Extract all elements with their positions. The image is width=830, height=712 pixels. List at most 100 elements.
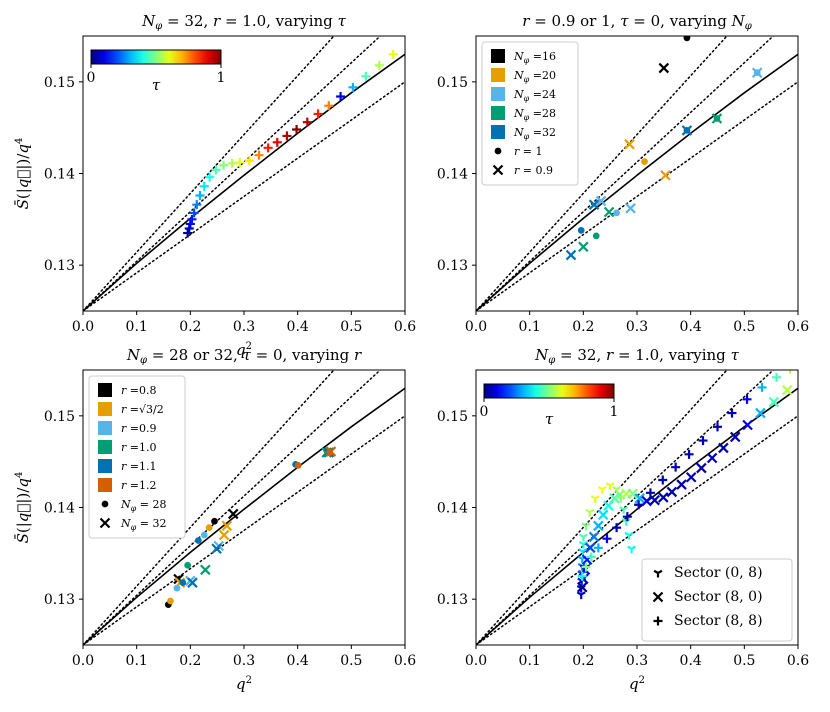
legend-label: r = 1 [514,145,542,158]
data-point [612,523,622,533]
x-tick-label: 0.3 [626,653,648,669]
legend-marker [98,440,112,454]
data-point [324,101,334,111]
text-span: Sector (8, 8) [674,613,763,629]
data-point [578,533,588,542]
data-point [757,382,767,392]
x-tick-label: 0.4 [680,653,702,669]
colorbar-max-label: 1 [610,404,619,420]
x-tick-label: 0.1 [126,653,148,669]
data-point [609,493,620,504]
x-tick-label: 0.0 [72,653,94,669]
text-span: Sector (8, 0) [674,589,763,605]
data-point [565,249,577,261]
reference-line-fit [83,387,405,645]
data-point [577,226,585,234]
data-point [578,241,589,253]
y-tick-label: 0.13 [437,258,468,274]
chart-panel-1: 0.0 0.1 0.2 0.3 0.4 0.5 0.6 0.13 0.14 0.15 Nφ = 32… [14,12,416,359]
chart-panel-3: 0.0 0.1 0.2 0.3 0.4 0.5 0.6 0.13 0.14 0.15 Nφ = 28… [14,346,416,693]
data-point [729,431,741,443]
text-span: r [213,12,221,30]
legend-label: r =1.2 [121,479,156,492]
text-span: =0.9 [126,422,156,435]
x-tick-label: 0.2 [179,319,201,335]
reference-line-lower [83,81,405,311]
data-point [597,485,607,494]
x-tick-label: 0.6 [787,653,809,669]
legend-marker [98,459,112,473]
text-span: N [513,69,524,82]
data-point [173,584,181,592]
data-point [755,407,766,419]
text-span: = 0, varying [251,346,354,364]
legend-marker [491,106,505,120]
data-point [218,529,230,541]
legend-label: Nφ = 32 [120,517,166,532]
legend-label: Sector (0, 8) [674,565,763,581]
text-span: = 0, varying [629,12,732,30]
legend-marker [492,164,504,176]
colorbar [90,49,222,65]
legend-label: r =0.9 [121,422,156,435]
text-span: q [14,478,32,488]
text-span: φ [155,21,162,32]
data-point [698,436,708,446]
data-point [625,203,636,214]
data-point [588,531,600,543]
data-point [781,384,793,396]
data-point [388,49,398,59]
data-point [195,537,202,544]
y-tick-label: 0.14 [44,167,75,183]
plot-area [476,36,798,311]
text-span: τ [243,346,252,364]
reference-line-lower [476,415,798,645]
text-span: τ [338,12,347,30]
text-span: |)/ [14,153,32,170]
data-point [593,520,604,532]
text-span: N [120,498,131,511]
data-point [179,579,187,587]
data-point [211,543,222,555]
legend-marker [491,68,505,82]
x-axis-label: q2 [236,341,252,359]
data-point [272,137,282,147]
data-point [671,462,681,472]
legend-label: r =1.0 [121,441,156,454]
data-point [634,500,644,510]
text-span: r [121,460,127,473]
text-span: =1.0 [126,441,156,454]
data-point [586,552,596,562]
data-point [219,160,229,170]
text-span: q [14,144,32,154]
x-tick-label: 0.1 [126,319,148,335]
x-axis-label: q2 [629,675,645,693]
data-point [221,520,233,532]
text-span: τ [731,346,740,364]
text-span: τ [620,12,629,30]
legend-marker [98,383,112,397]
text-span: N [120,517,131,530]
data-point [593,543,603,553]
data-point [683,36,691,42]
legend-box [481,41,579,186]
data-point [602,534,612,544]
data-point [592,232,600,240]
data-point [576,591,586,600]
legend-label: Sector (8, 0) [674,589,763,605]
plot-area [83,36,405,311]
text-span: φ [745,21,752,32]
legend-label: r = 0.9 [514,164,553,177]
text-span: (| [14,522,32,533]
text-span: 2 [246,341,252,352]
data-point [254,150,264,160]
text-span: N [513,107,524,120]
data-point [627,545,637,554]
x-tick-label: 0.2 [572,319,594,335]
legend-marker [491,49,505,63]
x-tick-label: 0.2 [572,653,594,669]
data-point [211,517,218,525]
data-point [205,172,215,182]
plot-area [83,370,405,645]
text-span: (| [14,188,32,199]
